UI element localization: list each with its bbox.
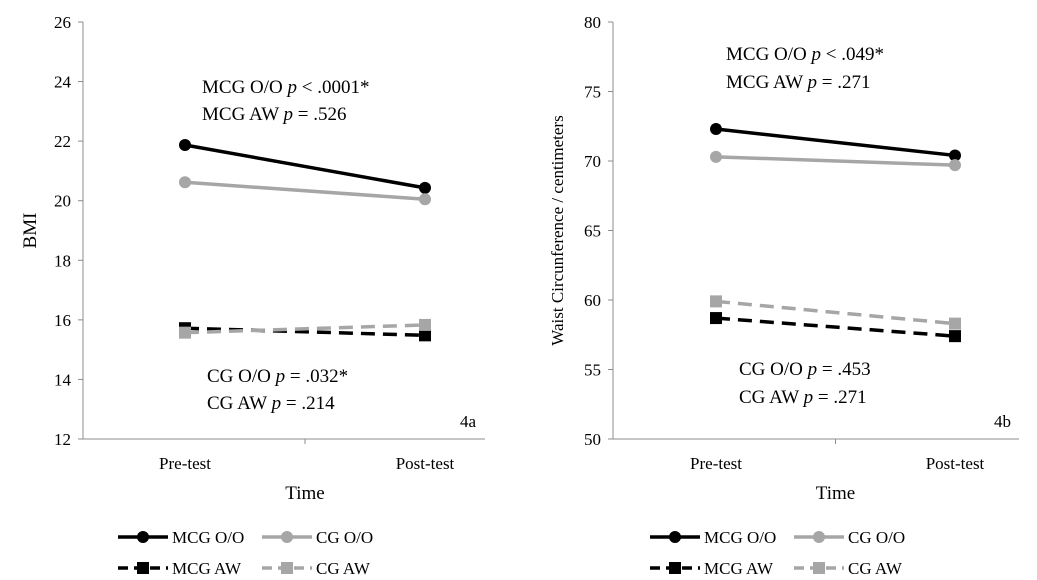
legend-label: MCG O/O xyxy=(704,528,776,547)
x-axis-title: Time xyxy=(816,483,855,504)
legend-marker xyxy=(137,531,149,543)
data-point xyxy=(710,295,722,308)
legend-marker xyxy=(669,562,681,574)
data-point xyxy=(710,123,722,136)
data-point xyxy=(179,176,191,189)
data-point xyxy=(949,149,961,162)
legend-marker xyxy=(813,562,825,574)
y-tick-label: 60 xyxy=(584,291,601,310)
y-tick-label: 24 xyxy=(54,73,72,92)
series-line-2 xyxy=(715,316,956,338)
data-point xyxy=(710,150,722,163)
data-point xyxy=(949,317,961,330)
legend-label: CG AW xyxy=(848,559,903,578)
x-axis-title: Time xyxy=(285,483,324,504)
data-point xyxy=(419,193,431,206)
data-point xyxy=(710,312,722,325)
data-point xyxy=(419,329,431,342)
y-tick-label: 16 xyxy=(54,311,71,330)
stat-annotation: CG AW p = .214 xyxy=(207,393,335,414)
series-line-3 xyxy=(184,323,426,335)
x-tick-label: Post-test xyxy=(396,454,455,473)
stat-annotation: CG O/O p = .032* xyxy=(207,366,348,387)
y-tick-label: 70 xyxy=(584,152,601,171)
y-tick-label: 18 xyxy=(54,251,71,270)
legend: MCG O/O CG O/O MCG AW CG AW xyxy=(650,528,905,578)
data-point xyxy=(179,139,191,152)
y-tick-label: 20 xyxy=(54,192,71,211)
stat-annotation: CG AW p = .271 xyxy=(739,387,867,408)
x-tick-label: Post-test xyxy=(926,454,985,473)
stat-annotation: MCG AW p = .526 xyxy=(202,104,347,125)
y-axis-title: Waist Circunference / centimeters xyxy=(548,115,567,345)
legend-label: CG AW xyxy=(316,559,371,578)
y-axis-title: BMI xyxy=(20,213,41,249)
data-point xyxy=(419,181,431,194)
y-tick-label: 22 xyxy=(54,132,71,151)
stat-annotation: MCG O/O p < .0001* xyxy=(202,77,369,98)
legend-label: MCG AW xyxy=(704,559,774,578)
y-tick-label: 50 xyxy=(584,430,601,449)
chart-panel-4b: 50 55 60 65 70 75 80 Pre-test Post-test Time Waist… xyxy=(548,13,1019,578)
stat-annotation: CG O/O p = .453 xyxy=(739,359,871,380)
legend-label: CG O/O xyxy=(316,528,373,547)
x-tick-label: Pre-test xyxy=(690,454,742,473)
data-point xyxy=(949,330,961,343)
legend-marker xyxy=(669,531,681,543)
legend: MCG O/O CG O/O MCG AW CG AW xyxy=(118,528,373,578)
y-tick-label: 12 xyxy=(54,430,71,449)
y-tick-label: 80 xyxy=(584,13,601,32)
stat-annotation: MCG O/O p < .049* xyxy=(726,44,884,65)
series-line-0 xyxy=(184,143,426,190)
legend-label: MCG AW xyxy=(172,559,242,578)
series-line-1 xyxy=(715,155,956,167)
x-tick-label: Pre-test xyxy=(159,454,211,473)
panel-label: 4a xyxy=(460,412,477,431)
legend-marker xyxy=(281,531,293,543)
legend-marker xyxy=(281,562,293,574)
legend-marker xyxy=(813,531,825,543)
legend-marker xyxy=(137,562,149,574)
series-line-2 xyxy=(184,326,426,338)
series-line-3 xyxy=(715,299,956,326)
y-tick-label: 75 xyxy=(584,83,601,102)
data-point xyxy=(419,318,431,331)
panel-label: 4b xyxy=(994,412,1011,431)
y-tick-label: 14 xyxy=(54,370,72,389)
stat-annotation: MCG AW p = .271 xyxy=(726,72,871,93)
y-tick-label: 65 xyxy=(584,222,601,241)
chart-panel-4a: 12 14 16 18 20 22 24 26 Pre-test Post-test Time BMI… xyxy=(20,13,485,578)
series-line-0 xyxy=(715,127,956,158)
y-tick-label: 55 xyxy=(584,361,601,380)
legend-label: MCG O/O xyxy=(172,528,244,547)
legend-label: CG O/O xyxy=(848,528,905,547)
series-line-1 xyxy=(184,180,426,201)
data-point xyxy=(949,159,961,172)
data-point xyxy=(179,326,191,339)
y-tick-label: 26 xyxy=(54,13,71,32)
